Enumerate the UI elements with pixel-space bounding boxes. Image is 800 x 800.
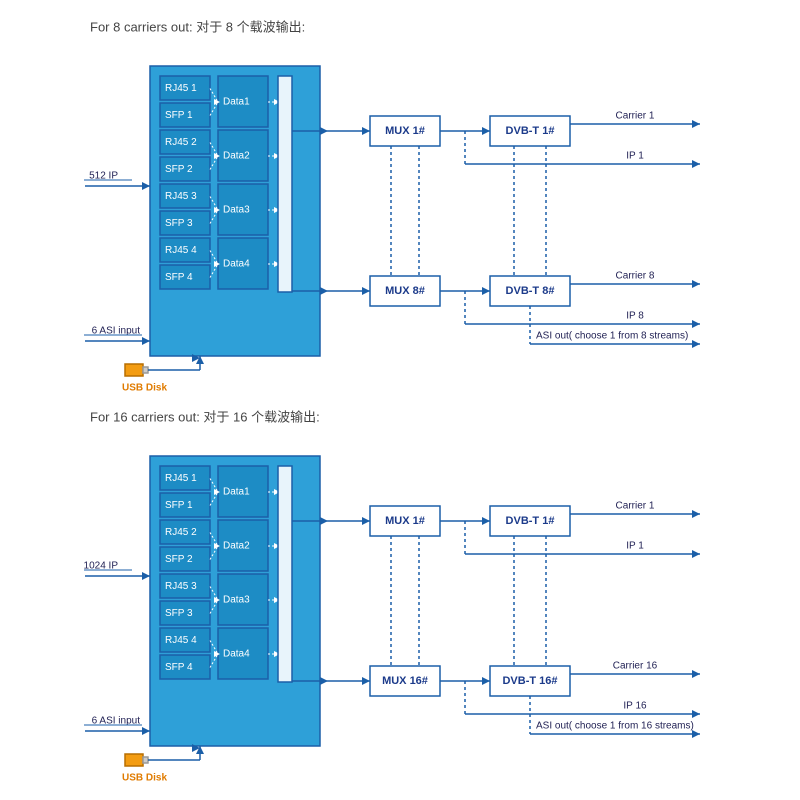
svg-text:RJ45 4: RJ45 4 xyxy=(165,245,197,256)
svg-text:DVB-T 1#: DVB-T 1# xyxy=(506,515,555,527)
svg-text:MUX 1#: MUX 1# xyxy=(385,515,425,527)
svg-text:MUX 1#: MUX 1# xyxy=(385,125,425,137)
svg-text:RJ45 2: RJ45 2 xyxy=(165,137,197,148)
svg-text:ASI out( choose 1 from 16 stre: ASI out( choose 1 from 16 streams) xyxy=(536,721,694,732)
svg-text:SFP 3: SFP 3 xyxy=(165,218,193,229)
svg-text:For 8 carriers out: 对于 8 个载波输出: For 8 carriers out: 对于 8 个载波输出: xyxy=(90,19,305,34)
svg-text:SFP 2: SFP 2 xyxy=(165,164,193,175)
svg-text:USB Disk: USB Disk xyxy=(122,383,167,394)
svg-text:RJ45 1: RJ45 1 xyxy=(165,473,197,484)
svg-text:Data3: Data3 xyxy=(223,595,250,606)
svg-text:Data4: Data4 xyxy=(223,259,250,270)
svg-text:For 16 carriers out: 对于 16 个载波: For 16 carriers out: 对于 16 个载波输出: xyxy=(90,409,320,424)
svg-text:RJ45 4: RJ45 4 xyxy=(165,635,197,646)
svg-text:IP 8: IP 8 xyxy=(626,311,644,322)
diagram-0: For 8 carriers out: 对于 8 个载波输出: RJ45 1 SFP… xyxy=(84,19,700,393)
svg-text:SFP 4: SFP 4 xyxy=(165,662,193,673)
svg-text:DVB-T 8#: DVB-T 8# xyxy=(506,285,555,297)
svg-text:Data1: Data1 xyxy=(223,487,250,498)
svg-text:Carrier 16: Carrier 16 xyxy=(613,661,658,672)
svg-text:SFP 2: SFP 2 xyxy=(165,554,193,565)
svg-text:Carrier 1: Carrier 1 xyxy=(616,111,655,122)
svg-text:RJ45 1: RJ45 1 xyxy=(165,83,197,94)
svg-text:MUX 16#: MUX 16# xyxy=(382,675,428,687)
svg-text:IP 1: IP 1 xyxy=(626,151,644,162)
svg-text:DVB-T 1#: DVB-T 1# xyxy=(506,125,555,137)
svg-text:RJ45 2: RJ45 2 xyxy=(165,527,197,538)
svg-text:Data1: Data1 xyxy=(223,97,250,108)
svg-text:Data2: Data2 xyxy=(223,541,250,552)
svg-text:Carrier 1: Carrier 1 xyxy=(616,501,655,512)
svg-text:RJ45 3: RJ45 3 xyxy=(165,191,197,202)
svg-text:Data4: Data4 xyxy=(223,649,250,660)
svg-text:SFP 1: SFP 1 xyxy=(165,500,193,511)
svg-text:RJ45 3: RJ45 3 xyxy=(165,581,197,592)
svg-text:SFP 4: SFP 4 xyxy=(165,272,193,283)
diagram-1: For 16 carriers out: 对于 16 个载波输出: RJ45 1 S… xyxy=(84,409,700,783)
svg-text:IP 1: IP 1 xyxy=(626,541,644,552)
diagram-canvas: For 8 carriers out: 对于 8 个载波输出: RJ45 1 SFP… xyxy=(0,0,800,800)
svg-text:SFP 1: SFP 1 xyxy=(165,110,193,121)
svg-text:Data3: Data3 xyxy=(223,205,250,216)
svg-text:USB Disk: USB Disk xyxy=(122,773,167,784)
svg-text:SFP 3: SFP 3 xyxy=(165,608,193,619)
svg-text:MUX 8#: MUX 8# xyxy=(385,285,425,297)
svg-text:ASI out( choose 1 from 8 strea: ASI out( choose 1 from 8 streams) xyxy=(536,331,688,342)
svg-text:Carrier 8: Carrier 8 xyxy=(616,271,655,282)
svg-text:Data2: Data2 xyxy=(223,151,250,162)
svg-text:IP 16: IP 16 xyxy=(623,701,647,712)
svg-text:DVB-T 16#: DVB-T 16# xyxy=(502,675,557,687)
